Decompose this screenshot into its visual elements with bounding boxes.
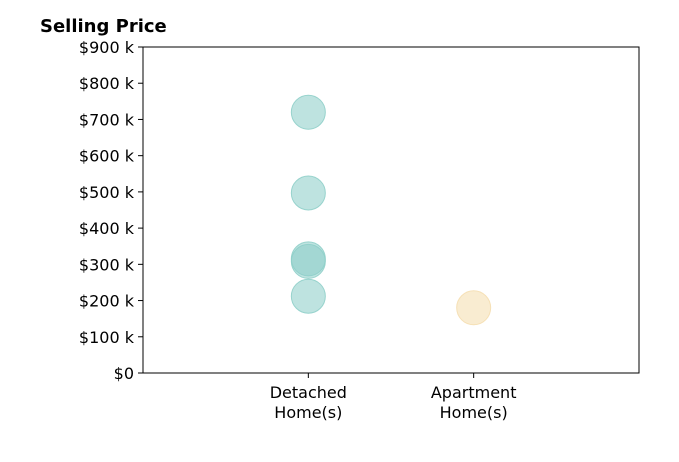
x-tick-label: Detached Home(s) bbox=[270, 383, 347, 422]
y-tick-label: $400 k bbox=[79, 219, 135, 238]
y-tick-label: $600 k bbox=[79, 147, 135, 166]
y-tick-label: $900 k bbox=[79, 38, 135, 57]
y-tick-label: $100 k bbox=[79, 328, 135, 347]
x-tick-label: Apartment Home(s) bbox=[431, 383, 517, 422]
x-axis: Detached Home(s) Apartment Home(s) bbox=[270, 373, 517, 422]
y-tick-label: $500 k bbox=[79, 183, 135, 202]
y-tick-label: $300 k bbox=[79, 255, 135, 274]
y-tick-label: $200 k bbox=[79, 292, 135, 311]
plot-frame bbox=[142, 46, 640, 374]
data-point bbox=[290, 278, 326, 314]
y-tick-label: $800 k bbox=[79, 74, 135, 93]
data-point bbox=[290, 175, 326, 211]
chart-title: Selling Price bbox=[40, 16, 167, 37]
y-tick-label: $700 k bbox=[79, 110, 135, 129]
y-axis: $0 $100 k $200 k $300 k $400 k $500 k $600 k $7… bbox=[79, 38, 143, 383]
data-point bbox=[290, 94, 326, 130]
data-point bbox=[456, 290, 492, 326]
data-points bbox=[290, 94, 492, 326]
data-point bbox=[290, 243, 326, 279]
y-tick-label: $0 bbox=[114, 364, 134, 383]
